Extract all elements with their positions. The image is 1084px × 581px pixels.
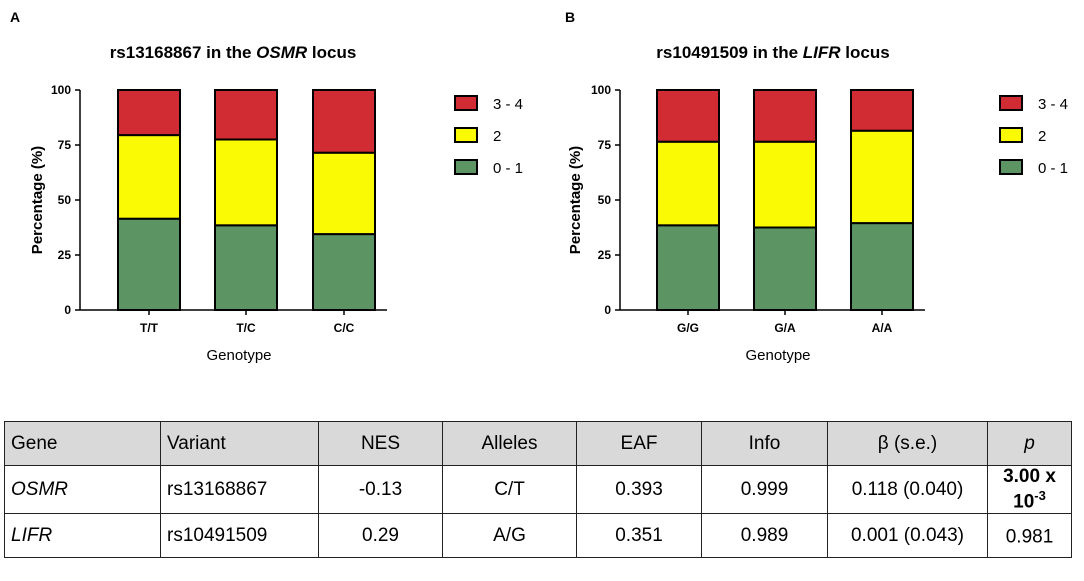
chart-a-svg: A rs13168867 in the OSMR locus 0 25 50 75 10… bbox=[10, 9, 523, 364]
chart-a-y-tick-label: 50 bbox=[58, 193, 72, 207]
bar-b-GA-series-1 bbox=[753, 140, 817, 229]
cell-info: 0.989 bbox=[701, 513, 828, 559]
legend-label-b: 3 - 4 bbox=[1038, 96, 1068, 113]
cell-eaf: 0.351 bbox=[576, 513, 702, 559]
chart-a-plot: 0 25 50 75 100 T/T T/C C/C 3 - 4 2 0 - 1 bbox=[51, 83, 523, 335]
cell-p: 3.00 x 10-3 bbox=[987, 464, 1072, 515]
legend-swatch-a bbox=[454, 127, 478, 143]
cell-p-base: 3.00 x 10 bbox=[1003, 466, 1056, 513]
legend-swatch-b bbox=[999, 95, 1023, 111]
legend-swatch-b bbox=[999, 127, 1023, 143]
legend-swatch-b bbox=[999, 159, 1023, 175]
cell-variant: rs10491509 bbox=[160, 513, 319, 559]
chart-a-title-suffix: locus bbox=[307, 43, 356, 62]
chart-panel-b: B rs10491509 in the LIFR locus 0 25 50 75 10… bbox=[545, 0, 1084, 380]
chart-b-plot: 0 25 50 75 100 G/G G/A A/A 3 - 4 2 0 - 1 bbox=[591, 83, 1068, 335]
cell-variant: rs13168867 bbox=[160, 464, 319, 515]
chart-a-title: rs13168867 in the OSMR locus bbox=[110, 43, 357, 62]
chart-a-y-tick-label: 0 bbox=[64, 303, 71, 317]
header-variant: Variant bbox=[160, 421, 319, 466]
header-eaf: EAF bbox=[576, 421, 702, 466]
chart-a-x-tick-label: T/C bbox=[236, 321, 256, 335]
bar-a-CC-series-1 bbox=[312, 151, 376, 236]
bar-b-GG-series-0 bbox=[656, 224, 720, 311]
chart-a-title-gene: OSMR bbox=[256, 43, 308, 62]
bar-b-AA-series-1 bbox=[850, 129, 914, 225]
cell-beta: 0.001 (0.043) bbox=[827, 513, 988, 559]
chart-b-svg: B rs10491509 in the LIFR locus 0 25 50 75 10… bbox=[565, 9, 1068, 364]
table-header-row: Gene Variant NES Alleles EAF Info β (s.e… bbox=[4, 421, 1072, 466]
header-beta: β (s.e.) bbox=[827, 421, 988, 466]
chart-a-y-tick-label: 25 bbox=[58, 248, 72, 262]
cell-gene: LIFR bbox=[4, 513, 161, 559]
bar-a-TT-series-2 bbox=[117, 89, 181, 137]
bar-b-GA-series-0 bbox=[753, 226, 817, 311]
panel-label-b: B bbox=[565, 9, 575, 25]
panel-label-a: A bbox=[10, 9, 20, 25]
chart-b-y-tick-label: 75 bbox=[598, 138, 612, 152]
chart-b-y-tick-label: 50 bbox=[598, 193, 612, 207]
legend-swatch-a bbox=[454, 159, 478, 175]
chart-b-title-suffix: locus bbox=[841, 43, 890, 62]
bar-b-GG-series-2 bbox=[656, 89, 720, 143]
bar-a-TC-series-1 bbox=[214, 138, 278, 227]
bar-a-TT-series-0 bbox=[117, 217, 181, 311]
chart-b-y-tick-label: 0 bbox=[604, 303, 611, 317]
cell-alleles: A/G bbox=[442, 513, 577, 559]
chart-b-title-prefix: rs10491509 in the bbox=[656, 43, 802, 62]
chart-a-x-tick-label: T/T bbox=[140, 321, 159, 335]
legend-label-a: 3 - 4 bbox=[493, 96, 523, 113]
cell-nes: -0.13 bbox=[318, 464, 443, 515]
cell-beta: 0.118 (0.040) bbox=[827, 464, 988, 515]
chart-b-x-tick-label: G/A bbox=[774, 321, 796, 335]
eqtl-results-table: Gene Variant NES Alleles EAF Info β (s.e… bbox=[4, 421, 1072, 559]
cell-nes: 0.29 bbox=[318, 513, 443, 559]
bar-a-CC-series-2 bbox=[312, 89, 376, 154]
cell-p-base: 0.981 bbox=[1005, 526, 1054, 548]
legend-swatch-a bbox=[454, 95, 478, 111]
bar-a-TT-series-1 bbox=[117, 134, 181, 220]
cell-gene: OSMR bbox=[4, 464, 161, 515]
chart-b-ylabel: Percentage (%) bbox=[567, 146, 584, 254]
chart-b-title-gene: LIFR bbox=[803, 43, 841, 62]
legend-label-a: 2 bbox=[493, 128, 501, 145]
bar-a-TC-series-2 bbox=[214, 89, 278, 141]
bar-b-GG-series-1 bbox=[656, 140, 720, 227]
chart-b-y-tick-label: 25 bbox=[598, 248, 612, 262]
chart-a-y-tick-label: 100 bbox=[51, 83, 71, 97]
chart-a-y-tick-label: 75 bbox=[58, 138, 72, 152]
bar-b-GA-series-2 bbox=[753, 89, 817, 143]
legend-label-b: 2 bbox=[1038, 128, 1046, 145]
legend-label-a: 0 - 1 bbox=[493, 160, 523, 177]
table-row: OSMR rs13168867 -0.13 C/T 0.393 0.999 0.… bbox=[4, 464, 1072, 515]
cell-p: 0.981 bbox=[987, 513, 1072, 559]
legend-label-b: 0 - 1 bbox=[1038, 160, 1068, 177]
chart-b-y-tick-label: 100 bbox=[591, 83, 611, 97]
chart-b-title: rs10491509 in the LIFR locus bbox=[656, 43, 889, 62]
bar-b-AA-series-2 bbox=[850, 89, 914, 132]
header-info: Info bbox=[701, 421, 828, 466]
chart-b-xlabel: Genotype bbox=[745, 347, 810, 364]
cell-p-exponent: -3 bbox=[1034, 488, 1046, 503]
chart-a-x-tick-label: C/C bbox=[334, 321, 355, 335]
cell-eaf: 0.393 bbox=[576, 464, 702, 515]
table-row: LIFR rs10491509 0.29 A/G 0.351 0.989 0.0… bbox=[4, 513, 1072, 559]
cell-alleles: C/T bbox=[442, 464, 577, 515]
bar-b-AA-series-0 bbox=[850, 222, 914, 312]
chart-a-ylabel: Percentage (%) bbox=[29, 146, 46, 254]
chart-a-title-prefix: rs13168867 in the bbox=[110, 43, 256, 62]
header-alleles: Alleles bbox=[442, 421, 577, 466]
bar-a-TC-series-0 bbox=[214, 224, 278, 311]
chart-b-x-tick-label: A/A bbox=[872, 321, 893, 335]
chart-panel-a: A rs13168867 in the OSMR locus 0 25 50 75 10… bbox=[0, 0, 540, 380]
bar-a-CC-series-0 bbox=[312, 233, 376, 312]
cell-info: 0.999 bbox=[701, 464, 828, 515]
header-gene: Gene bbox=[4, 421, 161, 466]
chart-b-x-tick-label: G/G bbox=[677, 321, 699, 335]
header-p: p bbox=[987, 421, 1072, 466]
header-nes: NES bbox=[318, 421, 443, 466]
chart-a-xlabel: Genotype bbox=[206, 347, 271, 364]
